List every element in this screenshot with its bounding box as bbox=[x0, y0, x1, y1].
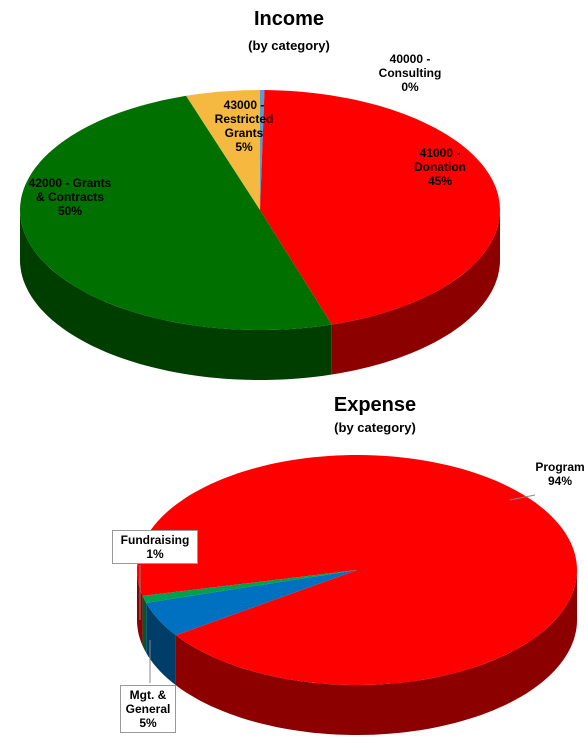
data-label: Fundraising 1% bbox=[112, 530, 198, 564]
slice-side bbox=[142, 595, 147, 653]
chart-title: Expense bbox=[333, 394, 417, 416]
label-value: 94% bbox=[547, 474, 573, 488]
slice bbox=[142, 570, 357, 603]
chart-subtitle: (by category) bbox=[248, 38, 330, 53]
slice-side bbox=[175, 570, 577, 735]
label-category: Mgt. & General bbox=[125, 688, 171, 716]
leader-line bbox=[509, 494, 536, 501]
data-label: 40000 - Consulting 0% bbox=[375, 52, 445, 94]
label-value: 45% bbox=[427, 174, 453, 188]
label-value: 5% bbox=[139, 716, 157, 730]
label-category: 42000 - Grants & Contracts bbox=[28, 176, 112, 204]
slice bbox=[20, 95, 332, 330]
label-category: Program bbox=[535, 460, 585, 474]
data-label: Program 94% bbox=[525, 460, 588, 488]
label-category: Fundraising bbox=[120, 533, 190, 547]
chart-subtitle: (by category) bbox=[334, 420, 416, 435]
label-value: 50% bbox=[57, 204, 83, 218]
chart-title: Income bbox=[253, 8, 325, 30]
data-label: 42000 - Grants & Contracts 50% bbox=[25, 176, 115, 218]
label-value: 5% bbox=[235, 140, 253, 154]
label-category: 41000 - Donation bbox=[414, 146, 466, 174]
slice-side bbox=[20, 210, 332, 380]
slice-side bbox=[331, 210, 500, 375]
slice bbox=[186, 90, 260, 210]
slice-side bbox=[146, 602, 176, 686]
label-category: 43000 - Restricted Grants bbox=[214, 98, 274, 140]
slice bbox=[146, 570, 357, 636]
label-value: 0% bbox=[401, 80, 419, 94]
slice bbox=[260, 90, 500, 325]
data-label: Mgt. & General 5% bbox=[120, 685, 176, 733]
label-value: 1% bbox=[146, 547, 164, 561]
label-category: 40000 - Consulting bbox=[378, 52, 442, 80]
data-label: 43000 - Restricted Grants 5% bbox=[204, 98, 284, 154]
data-label: 41000 - Donation 45% bbox=[400, 146, 480, 188]
